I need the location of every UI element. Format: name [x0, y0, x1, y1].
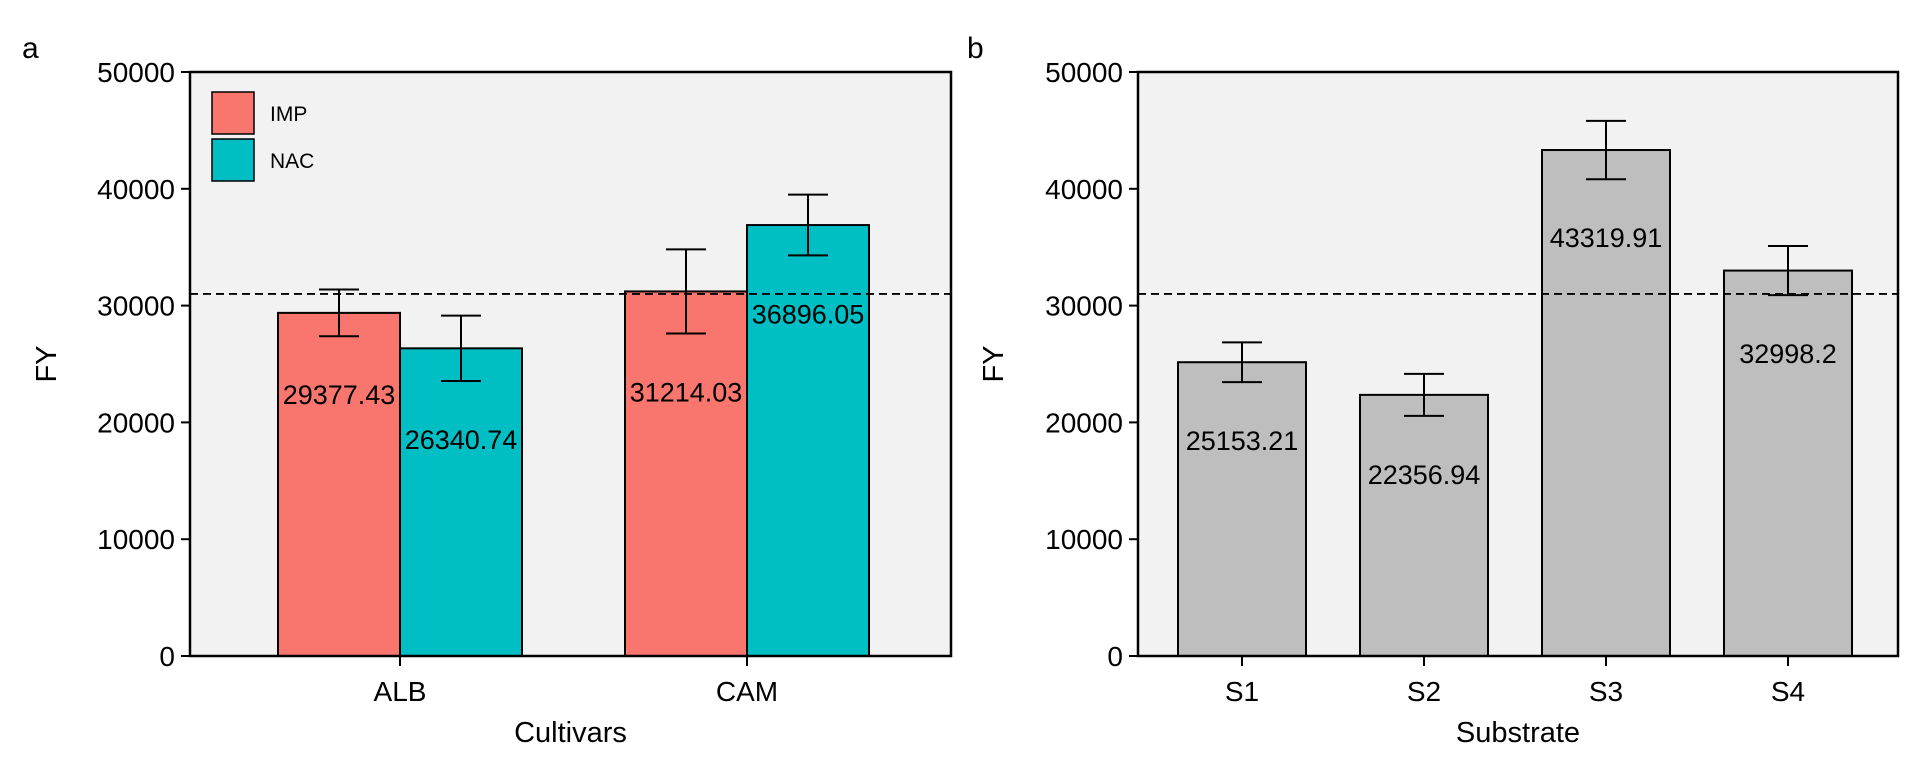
y-tick-label: 40000	[1045, 174, 1123, 205]
x-tick-label: CAM	[716, 676, 778, 707]
panel-letter: a	[22, 32, 39, 65]
error-bar	[1222, 341, 1262, 384]
x-tick-label: S1	[1225, 676, 1259, 707]
y-axis-label: FY	[31, 345, 63, 382]
y-tick-label: 20000	[1045, 407, 1123, 438]
y-tick-label: 0	[159, 641, 175, 672]
y-tick-label: 10000	[1045, 524, 1123, 555]
error-bar	[441, 314, 481, 383]
bar-cam-nac	[746, 224, 870, 657]
y-tick-label: 50000	[1045, 57, 1123, 88]
x-tick-label: ALB	[374, 676, 427, 707]
bar-s4	[1723, 269, 1853, 657]
x-tick-label: S4	[1771, 676, 1805, 707]
data-label: 25153.21	[1186, 426, 1299, 456]
y-tick-label: 30000	[1045, 291, 1123, 322]
y-tick-label: 40000	[97, 174, 175, 205]
error-bar	[319, 288, 359, 338]
error-bar	[1404, 372, 1444, 417]
x-tick-label: S3	[1589, 676, 1623, 707]
panel-a: a 0 10000 20000 30000 40000 50000 29377.43 26340…	[22, 32, 953, 749]
y-tick-label: 30000	[97, 291, 175, 322]
x-tick-label: S2	[1407, 676, 1441, 707]
legend-swatch-nac	[211, 138, 255, 182]
bar-alb-imp	[277, 311, 401, 657]
bar-cam-imp	[624, 290, 748, 657]
data-label: 36896.05	[752, 299, 865, 329]
legend: IMP NAC	[211, 91, 314, 182]
y-tick-label: 0	[1107, 641, 1123, 672]
data-label: 29377.43	[283, 380, 396, 410]
error-bar	[788, 193, 828, 257]
data-label: 43319.91	[1550, 223, 1663, 253]
plot-frame	[188, 70, 953, 658]
y-tick-label: 50000	[97, 57, 175, 88]
panel-letter: b	[967, 32, 984, 65]
error-bar	[1586, 119, 1626, 181]
legend-label: IMP	[270, 103, 307, 126]
data-label: 22356.94	[1368, 460, 1481, 490]
bar-s1	[1177, 361, 1307, 657]
y-axis-label: FY	[978, 345, 1010, 382]
y-tick-label: 20000	[97, 407, 175, 438]
bar-s2	[1359, 393, 1489, 657]
panel-b: b 0 10000 20000 30000 40000 50000 25153.21 22356…	[967, 32, 1900, 749]
legend-swatch-imp	[211, 91, 255, 135]
error-bar	[1768, 245, 1808, 297]
legend-label: NAC	[270, 150, 314, 173]
y-tick-label: 10000	[97, 524, 175, 555]
data-label: 31214.03	[630, 377, 743, 407]
data-label: 26340.74	[405, 425, 518, 455]
error-bar	[666, 248, 706, 335]
data-label: 32998.2	[1739, 339, 1837, 369]
bar-s3	[1541, 149, 1671, 658]
bar-alb-nac	[399, 347, 523, 657]
plot-frame	[1136, 70, 1900, 658]
x-axis-label: Substrate	[1456, 717, 1580, 749]
x-axis-label: Cultivars	[514, 717, 627, 749]
